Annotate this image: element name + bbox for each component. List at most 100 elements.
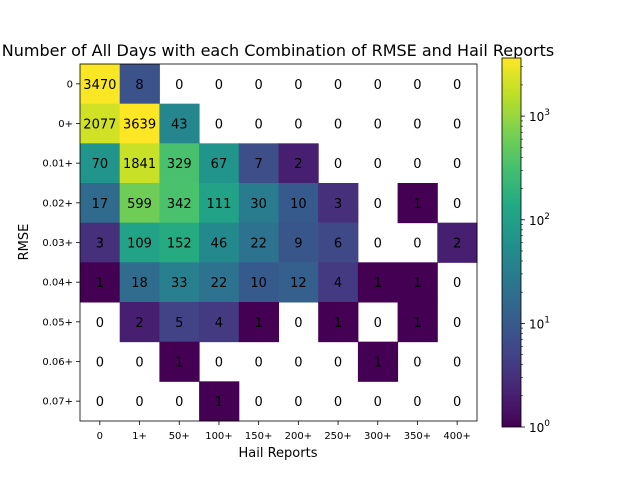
heatmap-cell (159, 183, 200, 224)
cell-value-label: 0 (255, 395, 263, 410)
cell-value-label: 1 (413, 197, 421, 212)
heatmap-cell (199, 381, 240, 422)
cell-value-label: 0 (453, 276, 461, 291)
heatmap-cell (119, 302, 160, 343)
cell-value-label: 1 (413, 276, 421, 291)
x-tick-label: 200+ (285, 431, 312, 442)
y-axis-label: RMSE (17, 224, 32, 261)
y-tick-label: 0.05+ (42, 317, 73, 328)
heatmap-cell (119, 143, 160, 184)
heatmap-cell (397, 262, 438, 303)
heatmap-cell (238, 222, 279, 263)
cell-value-label: 0 (453, 118, 461, 133)
heatmap-cell (159, 103, 200, 144)
cell-value-label: 0 (453, 356, 461, 371)
cell-value-label: 10 (290, 197, 307, 212)
cell-value-label: 22 (211, 276, 228, 291)
cell-value-label: 0 (334, 78, 342, 93)
cell-value-label: 0 (135, 356, 143, 371)
cell-value-label: 111 (207, 197, 232, 212)
cell-value-label: 0 (453, 316, 461, 331)
cell-value-label: 9 (294, 237, 302, 252)
cell-value-label: 2077 (83, 118, 116, 133)
x-axis-label: Hail Reports (239, 446, 318, 461)
cell-value-label: 0 (374, 395, 382, 410)
cell-value-label: 1 (374, 276, 382, 291)
heatmap-cell (80, 143, 121, 184)
heatmap-cell (119, 222, 160, 263)
cell-value-label: 0 (215, 356, 223, 371)
x-tick-label: 300+ (364, 431, 391, 442)
colorbar-tick-label: 103 (529, 108, 550, 124)
cell-value-label: 0 (215, 118, 223, 133)
cell-value-label: 0 (96, 356, 104, 371)
x-tick-label: 350+ (404, 431, 431, 442)
colorbar-tick-label: 100 (529, 419, 550, 435)
heatmap-cell (119, 103, 160, 144)
heatmap-cell (159, 262, 200, 303)
colorbar-tick-label: 102 (529, 212, 550, 228)
heatmap-cell (80, 222, 121, 263)
heatmap-cell (238, 302, 279, 343)
cell-value-label: 0 (96, 395, 104, 410)
cell-value-label: 0 (413, 237, 421, 252)
cell-value-label: 0 (374, 118, 382, 133)
cell-value-label: 7 (255, 157, 263, 172)
x-tick-label: 1+ (132, 431, 147, 442)
plot-frame (79, 63, 478, 422)
cell-value-label: 0 (413, 118, 421, 133)
cell-value-label: 0 (334, 395, 342, 410)
cell-value-label: 0 (334, 157, 342, 172)
cell-value-label: 0 (413, 78, 421, 93)
cell-value-label: 4 (215, 316, 223, 331)
cell-value-label: 46 (211, 237, 228, 252)
heatmap-cell (238, 183, 279, 224)
cell-value-label: 0 (413, 395, 421, 410)
cell-value-label: 30 (250, 197, 267, 212)
cell-value-label: 0 (453, 395, 461, 410)
heatmap-cell (318, 262, 359, 303)
x-axis-ticks: 0 1+ 50+ 100+ 150+ 200+ 250+ 300+ 350+ 400+ (97, 421, 471, 442)
cell-value-label: 0 (96, 316, 104, 331)
heatmap-cell (80, 103, 121, 144)
heatmap-cell (119, 183, 160, 224)
cell-value-label: 0 (215, 78, 223, 93)
cell-value-label: 0 (334, 356, 342, 371)
cell-value-label: 1 (334, 316, 342, 331)
cell-value-label: 599 (127, 197, 152, 212)
heatmap-cell (357, 341, 399, 382)
cell-value-label: 0 (294, 356, 302, 371)
cell-value-label: 43 (171, 118, 188, 133)
heatmap-cell (318, 183, 359, 224)
heatmap-cell (159, 302, 200, 343)
cell-value-label: 33 (171, 276, 188, 291)
cell-value-label: 0 (413, 157, 421, 172)
colorbar: 100 101 102 103 (501, 57, 550, 435)
heatmap-cell (199, 143, 240, 184)
cell-value-label: 0 (175, 78, 183, 93)
heatmap-cell (238, 262, 279, 303)
cell-value-label: 1 (413, 316, 421, 331)
cell-value-label: 0 (374, 78, 382, 93)
cell-value-label: 1 (374, 356, 382, 371)
cell-value-label: 8 (135, 78, 143, 93)
cell-value-label: 5 (175, 316, 183, 331)
cell-value-label: 3639 (123, 118, 156, 133)
cell-value-label: 70 (92, 157, 109, 172)
y-tick-label: 0.03+ (42, 238, 73, 249)
cell-value-label: 1 (215, 395, 223, 410)
cell-value-label: 329 (167, 157, 192, 172)
cell-value-label: 0 (135, 395, 143, 410)
heatmap-cell (278, 222, 319, 263)
cell-value-label: 3 (96, 237, 104, 252)
heatmap-cell (278, 143, 319, 184)
heatmap-cell (199, 302, 240, 343)
cell-value-label: 17 (92, 197, 109, 212)
y-tick-label: 0 (67, 79, 73, 90)
heatmap-cell (437, 222, 478, 263)
cell-value-label: 0 (255, 78, 263, 93)
cell-value-label: 1 (96, 276, 104, 291)
heatmap-cell (80, 183, 121, 224)
cell-value-label: 1 (175, 356, 183, 371)
heatmap-cell (119, 262, 160, 303)
